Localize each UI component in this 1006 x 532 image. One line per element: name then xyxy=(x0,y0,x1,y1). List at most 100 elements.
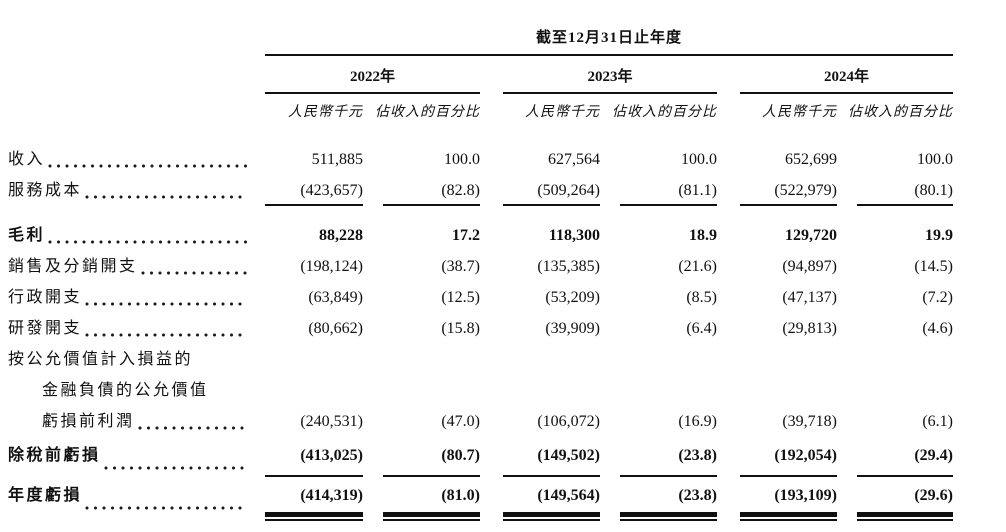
value-cell: (7.2) xyxy=(922,289,953,306)
dot-leader xyxy=(85,195,247,199)
value-cell: (82.8) xyxy=(383,175,480,206)
value-cell: (80.7) xyxy=(383,441,480,477)
column-header-rmb-2023: 人民幣千元 xyxy=(525,105,600,120)
dot-leader xyxy=(85,506,247,510)
value-cell: (16.9) xyxy=(678,413,717,430)
value-cell: (192,054) xyxy=(740,441,837,477)
row-label-text: 銷售及分銷開支 xyxy=(8,258,138,275)
table-row-fv-label-line2: 金融負債的公允價值 xyxy=(0,375,1006,406)
years-header-row: 2022年 2023年 2024年 xyxy=(0,67,1006,94)
row-label-text: 除稅前虧損 xyxy=(8,447,101,464)
value-cell: 18.9 xyxy=(689,227,717,244)
value-cell: (94,897) xyxy=(782,258,837,275)
value-cell: (12.5) xyxy=(441,289,480,306)
value-cell: (81.0) xyxy=(383,481,480,521)
value-cell: 129,720 xyxy=(785,227,837,244)
value-cell: (39,909) xyxy=(545,320,600,337)
row-label-text: 虧損前利潤 xyxy=(42,413,135,430)
table-row-loss-for-year: 年度虧損 (414,319) (81.0) (149,564) (23.8) (… xyxy=(0,481,1006,521)
row-label: 按公允價值計入損益的 xyxy=(0,344,265,375)
dot-leader xyxy=(85,333,247,337)
value-cell: (149,502) xyxy=(503,441,600,477)
value-cell: 88,228 xyxy=(319,227,363,244)
row-label: 年度虧損 xyxy=(0,481,265,517)
row-label-text: 研發開支 xyxy=(8,320,83,337)
value-cell: (240,531) xyxy=(300,413,363,430)
value-cell: (38.7) xyxy=(441,258,480,275)
row-label: 毛利 xyxy=(0,220,265,251)
value-cell: (80.1) xyxy=(857,175,953,206)
row-label-text: 行政開支 xyxy=(8,289,83,306)
row-label-text: 金融負債的公允價值 xyxy=(42,382,209,399)
value-cell: 627,564 xyxy=(548,151,600,168)
value-cell: (135,385) xyxy=(537,258,600,275)
row-label: 金融負債的公允價值 xyxy=(0,375,265,406)
value-cell: (29,813) xyxy=(782,320,837,337)
column-header-pct-2022: 佔收入的百分比 xyxy=(375,105,480,120)
row-label: 行政開支 xyxy=(0,282,265,313)
value-cell: (15.8) xyxy=(441,320,480,337)
value-cell: (29.4) xyxy=(857,441,953,477)
year-label-2024: 2024年 xyxy=(740,67,953,94)
value-cell: (63,849) xyxy=(308,289,363,306)
row-label-text: 收入 xyxy=(8,151,46,168)
value-cell: (23.8) xyxy=(620,441,717,477)
value-cell: (8.5) xyxy=(686,289,717,306)
value-cell: (53,209) xyxy=(545,289,600,306)
value-cell: (149,564) xyxy=(503,481,600,521)
value-cell: (193,109) xyxy=(740,481,837,521)
value-cell: (47,137) xyxy=(782,289,837,306)
column-header-rmb-2022: 人民幣千元 xyxy=(288,105,363,120)
table-row-gross-profit: 毛利 88,228 17.2 118,300 18.9 129,720 19.9 xyxy=(0,220,1006,251)
value-cell: 511,885 xyxy=(311,151,363,168)
row-label: 虧損前利潤 xyxy=(0,406,265,437)
value-cell: 19.9 xyxy=(925,227,953,244)
value-cell: (6.1) xyxy=(922,413,953,430)
value-cell: (4.6) xyxy=(922,320,953,337)
dot-leader xyxy=(85,302,247,306)
value-cell: 100.0 xyxy=(681,151,717,168)
value-cell: 100.0 xyxy=(444,151,480,168)
value-cell: (423,657) xyxy=(265,175,363,206)
value-cell: (81.1) xyxy=(620,175,717,206)
row-label-text: 服務成本 xyxy=(8,182,83,199)
table-row-fv-label-line1: 按公允價值計入損益的 xyxy=(0,344,1006,375)
row-label: 服務成本 xyxy=(0,175,265,206)
row-label-text: 按公允價值計入損益的 xyxy=(8,351,194,368)
dot-leader xyxy=(140,271,247,275)
value-cell: (106,072) xyxy=(537,413,600,430)
dot-leader xyxy=(48,164,247,168)
top-rule xyxy=(265,54,953,56)
row-label-text: 毛利 xyxy=(8,227,46,244)
value-cell: (6.4) xyxy=(686,320,717,337)
row-label-text: 年度虧損 xyxy=(8,487,83,504)
row-label: 除稅前虧損 xyxy=(0,441,265,477)
period-header: 截至12月31日止年度 xyxy=(535,30,682,46)
table-body: 收入 511,885 100.0 627,564 100.0 652,699 1… xyxy=(0,144,1006,521)
value-cell: (14.5) xyxy=(914,258,953,275)
value-cell: (413,025) xyxy=(265,441,363,477)
value-cell: (509,264) xyxy=(503,175,600,206)
table-row-admin-expenses: 行政開支 (63,849) (12.5) (53,209) (8.5) (47,… xyxy=(0,282,1006,313)
table-row-cost-of-services: 服務成本 (423,657) (82.8) (509,264) (81.1) (… xyxy=(0,175,1006,206)
dot-leader xyxy=(103,466,247,470)
value-cell: (47.0) xyxy=(441,413,480,430)
dot-leader xyxy=(137,426,247,430)
column-headers-row: 人民幣千元 佔收入的百分比 人民幣千元 佔收入的百分比 人民幣千元 佔收入的百分… xyxy=(0,103,1006,123)
table-row-revenue: 收入 511,885 100.0 627,564 100.0 652,699 1… xyxy=(0,144,1006,175)
value-cell: 100.0 xyxy=(917,151,953,168)
year-label-2022: 2022年 xyxy=(265,67,480,94)
row-label: 收入 xyxy=(0,144,265,175)
value-cell: 17.2 xyxy=(452,227,480,244)
column-header-pct-2024: 佔收入的百分比 xyxy=(848,105,953,120)
year-label-2023: 2023年 xyxy=(503,67,717,94)
value-cell: (80,662) xyxy=(308,320,363,337)
value-cell: (39,718) xyxy=(782,413,837,430)
value-cell: (21.6) xyxy=(678,258,717,275)
value-cell: (23.8) xyxy=(620,481,717,521)
value-cell: (414,319) xyxy=(265,481,363,521)
dot-leader xyxy=(48,240,247,244)
value-cell: (522,979) xyxy=(740,175,837,206)
table-row-profit-before-fv-loss: 虧損前利潤 (240,531) (47.0) (106,072) (16.9) … xyxy=(0,406,1006,437)
